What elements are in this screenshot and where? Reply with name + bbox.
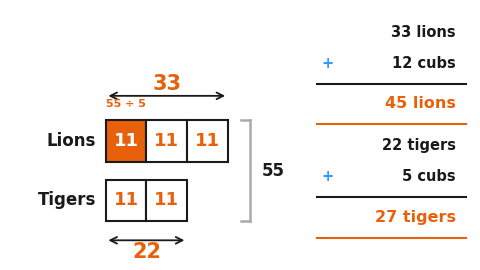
Text: 11: 11 — [154, 132, 180, 150]
Text: 33 lions: 33 lions — [391, 25, 456, 40]
Text: 12 cubs: 12 cubs — [392, 56, 456, 71]
Text: 11: 11 — [113, 191, 139, 210]
Bar — [187, 120, 228, 162]
Text: 11: 11 — [195, 132, 220, 150]
Text: 33: 33 — [152, 75, 181, 94]
Text: 22: 22 — [132, 242, 161, 262]
Bar — [146, 120, 187, 162]
Text: +: + — [322, 169, 334, 184]
Text: 55 ÷ 5: 55 ÷ 5 — [106, 99, 145, 109]
Bar — [146, 180, 187, 221]
Text: 22 tigers: 22 tigers — [382, 138, 456, 153]
Text: 55: 55 — [262, 162, 285, 180]
Bar — [106, 120, 146, 162]
Text: +: + — [322, 56, 334, 71]
Bar — [106, 180, 146, 221]
Text: Lions: Lions — [47, 132, 96, 150]
Text: 11: 11 — [113, 132, 139, 150]
Text: 5 cubs: 5 cubs — [402, 169, 456, 184]
Text: Tigers: Tigers — [37, 191, 96, 210]
Text: 27 tigers: 27 tigers — [375, 210, 456, 225]
Text: 11: 11 — [154, 191, 180, 210]
Text: 45 lions: 45 lions — [385, 96, 456, 112]
